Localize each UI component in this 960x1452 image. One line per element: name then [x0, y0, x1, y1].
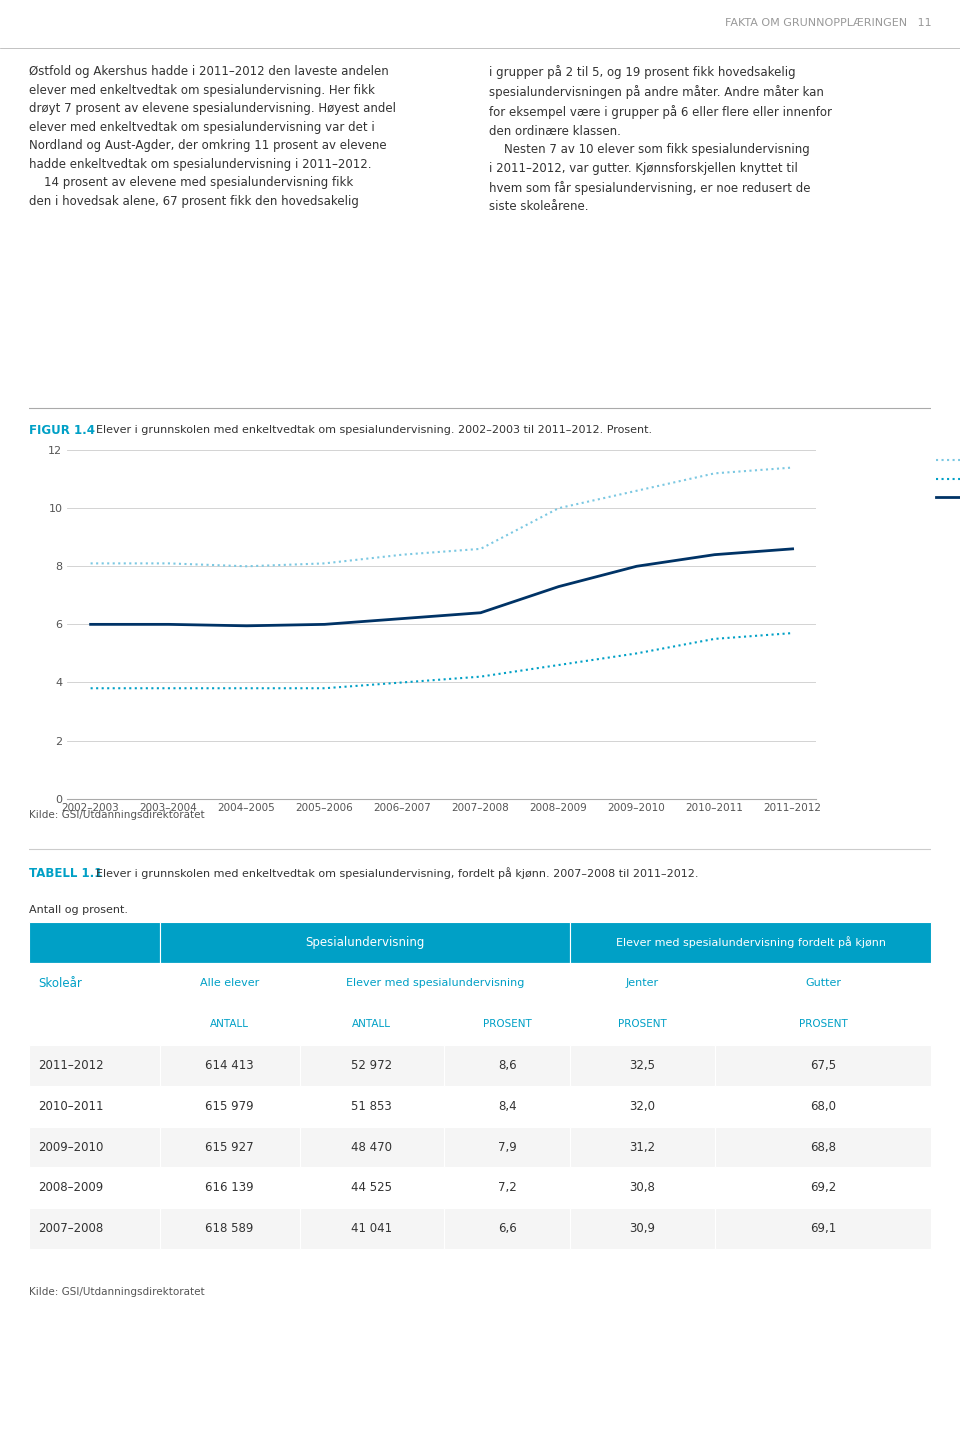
- Text: 67,5: 67,5: [810, 1059, 836, 1072]
- Text: 7,9: 7,9: [497, 1140, 516, 1153]
- Bar: [714, 1127, 931, 1167]
- Bar: [444, 1208, 570, 1249]
- Bar: [159, 1003, 300, 1045]
- Bar: [444, 1167, 570, 1208]
- Text: TABELL 1.1: TABELL 1.1: [29, 867, 102, 880]
- Bar: [159, 1208, 300, 1249]
- Bar: [300, 1127, 444, 1167]
- Text: ANTALL: ANTALL: [210, 1019, 249, 1029]
- Text: Alle elever: Alle elever: [200, 979, 259, 989]
- Bar: [714, 963, 931, 1003]
- Text: Kilde: GSI/Utdanningsdirektoratet: Kilde: GSI/Utdanningsdirektoratet: [29, 1288, 204, 1297]
- Text: PROSENT: PROSENT: [799, 1019, 848, 1029]
- Bar: [570, 1086, 714, 1127]
- Text: Spesialundervisning: Spesialundervisning: [305, 937, 424, 950]
- Bar: [29, 1045, 159, 1086]
- Text: 31,2: 31,2: [630, 1140, 656, 1153]
- Bar: [29, 1167, 159, 1208]
- Bar: [300, 1003, 444, 1045]
- Text: 69,1: 69,1: [810, 1223, 836, 1236]
- Text: Gutter: Gutter: [804, 979, 841, 989]
- Text: 6,6: 6,6: [497, 1223, 516, 1236]
- Text: Østfold og Akershus hadde i 2011–2012 den laveste andelen
elever med enkeltvedta: Østfold og Akershus hadde i 2011–2012 de…: [29, 65, 396, 208]
- Legend: Gutter, Jenter, Alle: Gutter, Jenter, Alle: [931, 449, 960, 510]
- Text: FIGUR 1.4: FIGUR 1.4: [29, 424, 95, 437]
- Text: PROSENT: PROSENT: [618, 1019, 667, 1029]
- Bar: [159, 1167, 300, 1208]
- Text: 68,8: 68,8: [810, 1140, 836, 1153]
- Bar: [714, 1003, 931, 1045]
- Text: Elever i grunnskolen med enkeltvedtak om spesialundervisning. 2002–2003 til 2011: Elever i grunnskolen med enkeltvedtak om…: [96, 425, 653, 436]
- Bar: [29, 922, 159, 963]
- Bar: [159, 922, 570, 963]
- Text: 2011–2012: 2011–2012: [37, 1059, 104, 1072]
- Bar: [300, 1086, 444, 1127]
- Text: 2009–2010: 2009–2010: [37, 1140, 103, 1153]
- Text: 41 041: 41 041: [351, 1223, 393, 1236]
- Text: 616 139: 616 139: [205, 1182, 253, 1195]
- Text: 8,4: 8,4: [497, 1099, 516, 1112]
- Bar: [159, 1127, 300, 1167]
- Text: 44 525: 44 525: [351, 1182, 393, 1195]
- Bar: [444, 1045, 570, 1086]
- Text: 2007–2008: 2007–2008: [37, 1223, 103, 1236]
- Text: 618 589: 618 589: [205, 1223, 253, 1236]
- Text: 7,2: 7,2: [497, 1182, 516, 1195]
- Bar: [570, 1003, 714, 1045]
- Bar: [300, 963, 570, 1003]
- Bar: [570, 963, 714, 1003]
- Text: 48 470: 48 470: [351, 1140, 393, 1153]
- Text: 2008–2009: 2008–2009: [37, 1182, 103, 1195]
- Text: 32,0: 32,0: [630, 1099, 656, 1112]
- Text: Kilde: GSI/Utdanningsdirektoratet: Kilde: GSI/Utdanningsdirektoratet: [29, 810, 204, 819]
- Text: 615 979: 615 979: [205, 1099, 253, 1112]
- Bar: [444, 1127, 570, 1167]
- Bar: [714, 1167, 931, 1208]
- Bar: [570, 1208, 714, 1249]
- Bar: [300, 1208, 444, 1249]
- Bar: [29, 963, 159, 1003]
- Bar: [444, 1086, 570, 1127]
- Bar: [714, 1045, 931, 1086]
- Bar: [570, 1167, 714, 1208]
- Bar: [159, 1045, 300, 1086]
- Bar: [29, 1086, 159, 1127]
- Text: 69,2: 69,2: [810, 1182, 836, 1195]
- Bar: [159, 963, 300, 1003]
- Text: 614 413: 614 413: [205, 1059, 253, 1072]
- Text: 8,6: 8,6: [497, 1059, 516, 1072]
- Text: FAKTA OM GRUNNOPPLÆRINGEN   11: FAKTA OM GRUNNOPPLÆRINGEN 11: [725, 17, 931, 28]
- Bar: [570, 1127, 714, 1167]
- Bar: [29, 1208, 159, 1249]
- Text: 615 927: 615 927: [205, 1140, 253, 1153]
- Bar: [714, 1208, 931, 1249]
- Text: Jenter: Jenter: [626, 979, 659, 989]
- Text: 2010–2011: 2010–2011: [37, 1099, 104, 1112]
- Text: 32,5: 32,5: [630, 1059, 656, 1072]
- Text: 30,9: 30,9: [630, 1223, 656, 1236]
- Text: i grupper på 2 til 5, og 19 prosent fikk hovedsakelig
spesialundervisningen på a: i grupper på 2 til 5, og 19 prosent fikk…: [489, 65, 832, 213]
- Text: Elever med spesialundervisning fordelt på kjønn: Elever med spesialundervisning fordelt p…: [615, 937, 886, 948]
- Bar: [159, 1086, 300, 1127]
- Text: 52 972: 52 972: [351, 1059, 393, 1072]
- Bar: [570, 922, 931, 963]
- Text: Antall og prosent.: Antall og prosent.: [29, 905, 128, 915]
- Text: 30,8: 30,8: [630, 1182, 656, 1195]
- Text: 68,0: 68,0: [810, 1099, 836, 1112]
- Bar: [300, 1167, 444, 1208]
- Text: 51 853: 51 853: [351, 1099, 392, 1112]
- Bar: [714, 1086, 931, 1127]
- Bar: [29, 1003, 159, 1045]
- Text: ANTALL: ANTALL: [352, 1019, 392, 1029]
- Text: Skoleår: Skoleår: [37, 977, 82, 990]
- Bar: [570, 1045, 714, 1086]
- Bar: [29, 1127, 159, 1167]
- Text: Elever i grunnskolen med enkeltvedtak om spesialundervisning, fordelt på kjønn. : Elever i grunnskolen med enkeltvedtak om…: [96, 867, 699, 880]
- Bar: [444, 1003, 570, 1045]
- Text: Elever med spesialundervisning: Elever med spesialundervisning: [346, 979, 524, 989]
- Text: PROSENT: PROSENT: [483, 1019, 532, 1029]
- Bar: [300, 1045, 444, 1086]
